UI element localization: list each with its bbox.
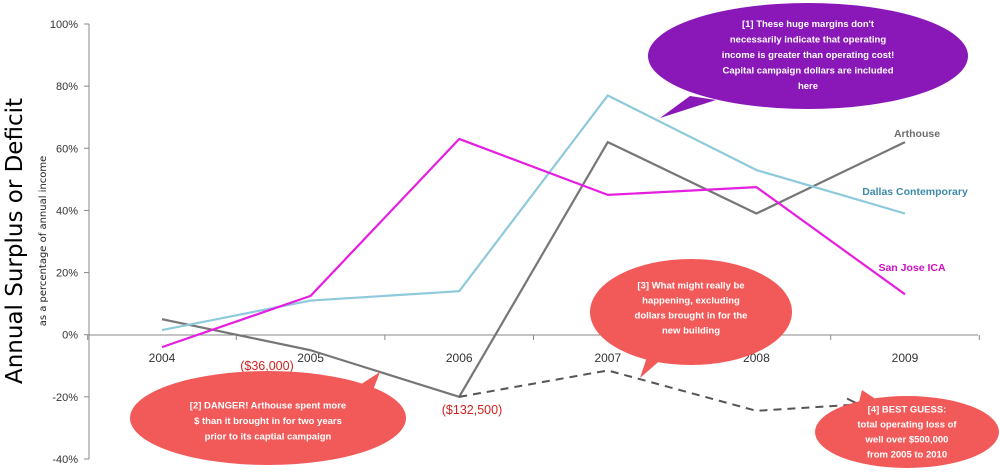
x-tick-label: 2007	[594, 351, 621, 365]
series-label-sanjose: San Jose ICA	[878, 262, 946, 274]
note-text-line: prior to its captial campaign	[205, 432, 332, 443]
y-tick-label: 100%	[50, 19, 78, 31]
y-tick-label: 20%	[56, 268, 78, 280]
note-text-line: [1] These huge margins don't	[742, 19, 875, 30]
note-text-line: necessarily indicate that operating	[730, 35, 886, 46]
note-text-line: dollars brought in for the	[635, 311, 748, 322]
y-tick-label: 40%	[56, 205, 78, 217]
note-bubble-2: [2] DANGER! Arthouse spent more $ than it…	[130, 371, 406, 465]
y-tick-label: -20%	[52, 392, 78, 404]
x-tick-label: 2009	[892, 351, 919, 365]
note-text-line: income is greater than operating cost!	[722, 50, 895, 61]
note-text-line: [4] BEST GUESS:	[868, 405, 947, 416]
y-tick-label: -40%	[52, 454, 78, 466]
annotation-loss-2006: ($132,500)	[442, 403, 502, 417]
y-ticks: 100% 80% 60% 40% 20% 0% -20% -40%	[50, 19, 89, 466]
y-axis-title: Annual Surplus or Deficit	[2, 98, 28, 384]
note-text-line: here	[798, 81, 818, 92]
note-text-line: well over $500,000	[865, 435, 949, 446]
x-tick-label: 2006	[446, 351, 473, 365]
y-axis-subtitle: as a percentage of annual income	[38, 156, 49, 327]
series-group	[161, 94, 906, 412]
note-bubble-1-shape	[648, 3, 968, 109]
note-bubble-1: [1] These huge margins don't necessarily …	[648, 3, 968, 118]
y-tick-label: 60%	[56, 143, 78, 155]
note-text-line: $ than it brought in for two years	[194, 416, 342, 427]
y-tick-label: 80%	[56, 81, 78, 93]
series-line-san-jose-ica	[161, 137, 906, 349]
x-ticks: 2004 2005 2006 2007 2008 2009	[87, 335, 980, 365]
note-text-line: happening, excluding	[642, 296, 740, 307]
y-tick-label: 0%	[62, 330, 78, 342]
projection-line	[459, 369, 858, 412]
note-text-line: Capital campaign dollars are included	[722, 66, 893, 77]
note-text-line: [3] What might really be	[637, 281, 744, 292]
note-text-line: new building	[662, 326, 720, 337]
note-text-line: from 2005 to 2010	[867, 450, 947, 461]
note-bubble-3-shape	[590, 259, 792, 365]
note-text-line: [2] DANGER! Arthouse spent more	[190, 401, 346, 412]
note-bubble-4: [4] BEST GUESS: total operating loss of we…	[815, 390, 999, 468]
series-label-arthouse: Arthouse	[894, 128, 940, 140]
x-tick-label: 2005	[297, 351, 324, 365]
note-bubble-1-tail	[660, 96, 716, 118]
note-bubble-3: [3] What might really be happening, exclu…	[590, 259, 792, 378]
note-bubble-4-shape	[815, 396, 999, 468]
x-tick-label: 2004	[149, 351, 176, 365]
series-line-arthouse	[161, 140, 906, 398]
series-label-dallas: Dallas Contemporary	[862, 186, 968, 198]
note-text-line: total operating loss of	[857, 420, 957, 431]
annotation-loss-2005: ($36,000)	[240, 359, 294, 373]
note-bubble-2-shape	[130, 371, 406, 465]
